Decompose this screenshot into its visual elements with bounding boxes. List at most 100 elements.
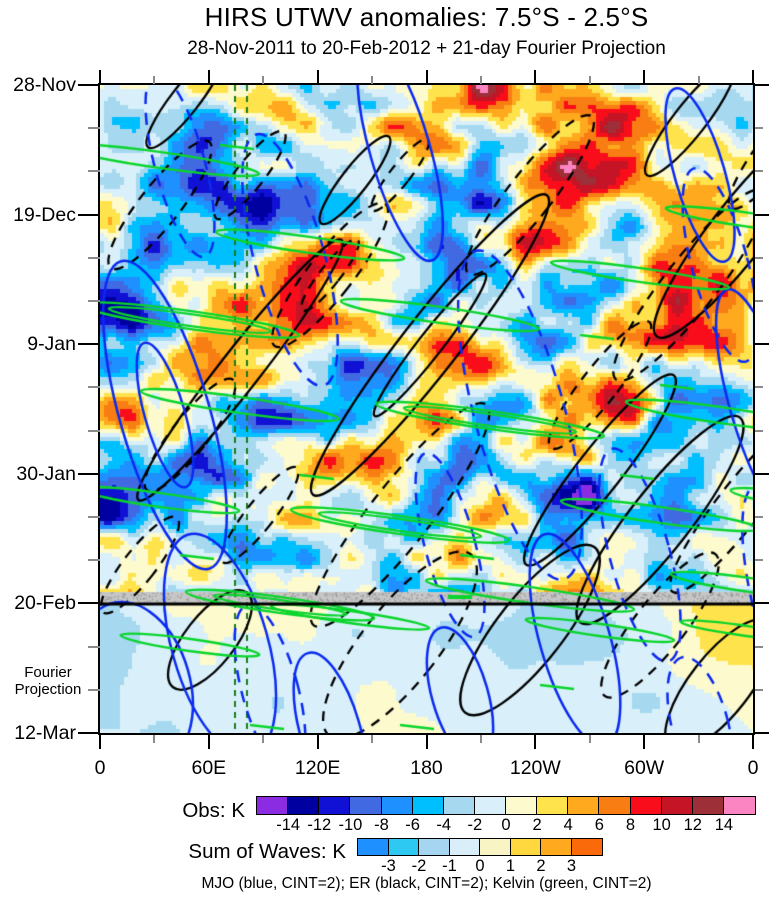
legend-caption: MJO (blue, CINT=2); ER (black, CINT=2); … — [201, 875, 652, 892]
waves-colorbar-segment — [388, 839, 419, 855]
waves-colorbar-tick-label: -2 — [411, 857, 427, 875]
y-major-tick-right — [755, 602, 769, 605]
obs-colorbar-segment — [568, 797, 600, 814]
obs-colorbar-tick-label: -10 — [338, 816, 363, 834]
x-major-tick-bottom — [207, 735, 210, 749]
waves-colorbar-tick-label: 3 — [566, 857, 577, 875]
y-minor-tick-left — [88, 688, 100, 691]
x-major-tick-top — [207, 70, 210, 85]
x-major-tick-bottom — [534, 735, 537, 749]
waves-colorbar-tick-label: 0 — [475, 857, 485, 875]
y-tick-label: 28-Nov — [13, 74, 76, 96]
x-minor-tick-bottom — [371, 735, 374, 743]
waves-colorbar-tick-label: -1 — [442, 857, 457, 875]
x-minor-tick-bottom — [262, 735, 265, 743]
obs-colorbar-tick-label: -4 — [436, 816, 452, 834]
y-major-tick-left — [78, 472, 100, 475]
obs-colorbar-tick-label: 10 — [652, 816, 671, 834]
x-minor-tick-top — [262, 76, 265, 84]
x-tick-label: 0 — [747, 757, 759, 779]
obs-colorbar-tick-label: 14 — [714, 816, 734, 834]
x-tick-label: 0 — [94, 757, 106, 779]
y-minor-tick-left — [88, 429, 100, 432]
obs-colorbar-segment — [661, 797, 693, 814]
y-major-tick-left — [78, 343, 100, 346]
fourier-projection-annotation: Fourier Projection — [2, 664, 94, 698]
obs-colorbar-segment — [474, 797, 506, 814]
x-major-tick-top — [99, 70, 101, 85]
x-minor-tick-bottom — [697, 735, 700, 743]
x-major-tick-bottom — [752, 735, 754, 749]
page-title: HIRS UTWV anomalies: 7.5°S - 2.5°S — [204, 2, 649, 32]
waves-colorbar-tick-label: 1 — [505, 857, 516, 875]
waves-colorbar-segment — [571, 839, 602, 855]
y-major-tick-left — [78, 213, 100, 216]
y-minor-tick-right — [755, 170, 763, 173]
obs-colorbar-segment — [692, 797, 724, 814]
y-tick-label: 9-Jan — [27, 333, 76, 356]
obs-colorbar-segment — [319, 797, 351, 814]
y-tick-label: 20-Feb — [14, 592, 76, 615]
obs-colorbar-tick-label: 2 — [532, 816, 542, 834]
y-tick-label: 19-Dec — [13, 203, 76, 226]
x-major-tick-bottom — [316, 735, 319, 749]
y-minor-tick-left — [88, 645, 100, 648]
x-minor-tick-top — [479, 76, 482, 84]
y-minor-tick-right — [755, 516, 763, 518]
x-major-tick-bottom — [643, 735, 646, 749]
x-major-tick-top — [534, 70, 537, 85]
y-minor-tick-right — [755, 300, 763, 302]
obs-colorbar-tick-label: -12 — [307, 816, 332, 834]
hovmoller-field-canvas — [100, 85, 753, 733]
waves-colorbar-label: Sum of Waves: K — [188, 840, 346, 863]
y-minor-tick-right — [755, 559, 763, 562]
y-minor-tick-right — [755, 386, 763, 389]
obs-colorbar-tick-label: 8 — [625, 816, 636, 834]
obs-colorbar-segment — [412, 797, 444, 814]
obs-colorbar-label: Obs: K — [182, 799, 245, 822]
x-minor-tick-top — [153, 76, 156, 84]
x-major-tick-bottom — [99, 735, 101, 749]
y-minor-tick-right — [755, 429, 763, 432]
x-minor-tick-bottom — [588, 735, 591, 743]
obs-colorbar-segment — [506, 797, 538, 814]
y-minor-tick-left — [88, 386, 100, 389]
obs-colorbar-tick-label: 6 — [594, 816, 604, 834]
waves-colorbar-segment — [480, 839, 511, 855]
obs-colorbar-tick-label: -2 — [467, 816, 483, 834]
y-minor-tick-right — [755, 256, 763, 259]
x-tick-label: 180 — [410, 757, 443, 779]
y-major-tick-right — [755, 84, 769, 86]
x-tick-label: 60W — [624, 757, 665, 779]
y-minor-tick-left — [88, 300, 100, 302]
plot-area — [98, 83, 755, 735]
obs-colorbar-segment — [723, 797, 755, 814]
obs-colorbar-segment — [350, 797, 382, 814]
y-tick-label: 12-Mar — [14, 722, 76, 744]
y-major-tick-right — [755, 343, 769, 346]
obs-colorbar-segment — [630, 797, 662, 814]
obs-colorbar-segment — [381, 797, 413, 814]
y-minor-tick-left — [88, 256, 100, 259]
obs-colorbar-segment — [443, 797, 475, 814]
y-minor-tick-right — [755, 127, 763, 130]
plot-subtitle: 28-Nov-2011 to 20-Feb-2012 + 21-day Four… — [187, 38, 666, 59]
x-major-tick-bottom — [425, 735, 428, 749]
waves-colorbar-segment — [510, 839, 541, 855]
x-major-tick-top — [643, 70, 646, 85]
x-tick-label: 120W — [509, 757, 561, 779]
waves-colorbar-segment — [358, 839, 389, 855]
x-major-tick-top — [752, 70, 754, 85]
y-major-tick-left — [78, 602, 100, 605]
x-minor-tick-top — [371, 76, 374, 84]
y-major-tick-left — [78, 732, 100, 734]
obs-colorbar-tick-label: -6 — [405, 816, 420, 834]
x-tick-label: 120E — [294, 757, 341, 779]
y-minor-tick-right — [755, 645, 763, 648]
obs-colorbar-tick-label: 0 — [501, 816, 511, 834]
obs-colorbar-tick-label: 4 — [563, 816, 573, 834]
obs-colorbar — [256, 796, 756, 815]
x-tick-label: 60E — [191, 757, 227, 779]
obs-colorbar-segment — [599, 797, 631, 814]
